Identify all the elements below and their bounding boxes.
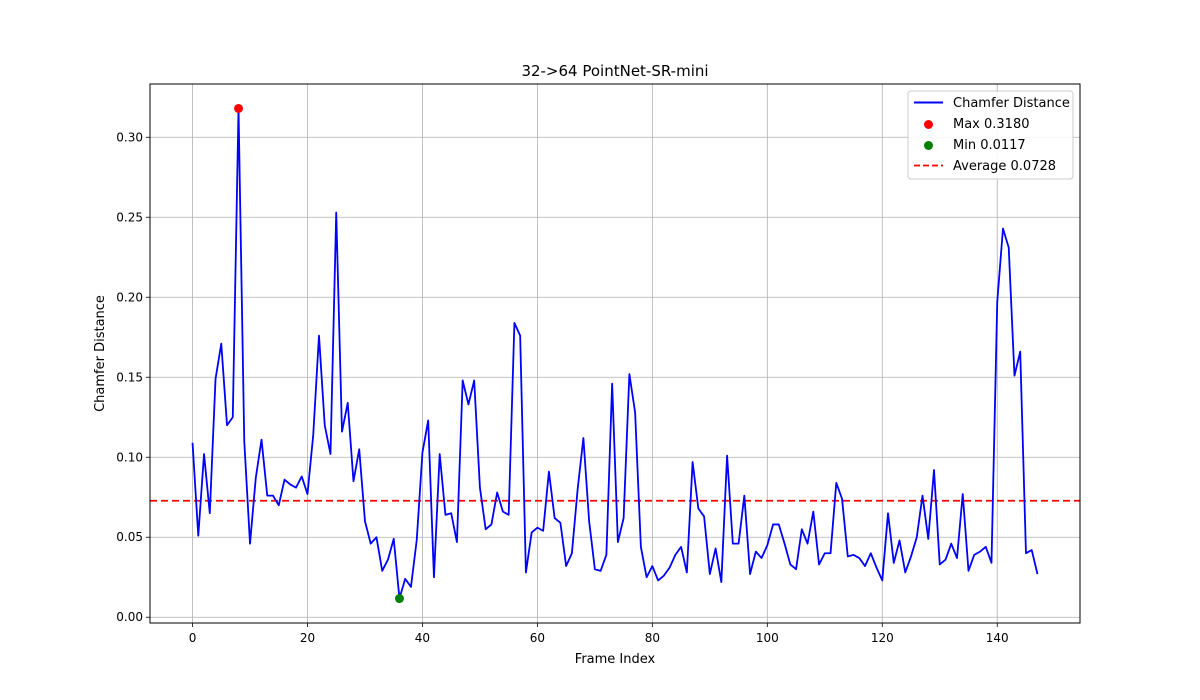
y-tick-label: 0.10 — [116, 450, 143, 464]
y-tick-label: 0.30 — [116, 130, 143, 144]
x-tick-label: 100 — [756, 631, 779, 645]
x-tick-label: 0 — [189, 631, 197, 645]
x-tick-label: 60 — [530, 631, 545, 645]
x-tick-label: 40 — [415, 631, 430, 645]
y-tick-label: 0.20 — [116, 290, 143, 304]
legend-label-series: Chamfer Distance — [953, 96, 1070, 111]
series-line-chamfer-distance — [191, 107, 1039, 600]
x-tick-label: 20 — [300, 631, 315, 645]
legend-label-min: Min 0.0117 — [953, 138, 1026, 153]
chart-title: 32->64 PointNet-SR-mini — [521, 62, 708, 80]
legend-box — [907, 90, 1074, 180]
y-axis-label: Chamfer Distance — [93, 295, 108, 412]
y-tick-label: 0.05 — [116, 530, 143, 544]
legend-label-max: Max 0.3180 — [953, 117, 1030, 132]
legend: Chamfer Distance Max 0.3180 Min 0.0117 A… — [907, 90, 1074, 180]
y-tick-label: 0.00 — [116, 610, 143, 624]
min-point-marker — [394, 594, 404, 604]
y-tick-label: 0.25 — [116, 210, 143, 224]
x-tick-label: 120 — [871, 631, 894, 645]
x-axis-ticks: 0 20 40 60 80 100 120 140 — [189, 623, 1009, 645]
y-tick-label: 0.15 — [116, 370, 143, 384]
y-axis-ticks: 0.00 0.05 0.10 0.15 0.20 0.25 0.30 — [116, 130, 150, 624]
max-point-marker — [234, 103, 244, 113]
legend-max-swatch — [924, 120, 933, 129]
x-axis-label: Frame Index — [575, 652, 656, 667]
series-layer — [191, 107, 1039, 600]
marker-layer — [234, 103, 404, 604]
x-tick-label: 80 — [645, 631, 660, 645]
x-tick-label: 140 — [986, 631, 1009, 645]
legend-min-swatch — [924, 141, 933, 150]
plot-frame — [149, 83, 1081, 624]
legend-label-average: Average 0.0728 — [953, 159, 1056, 174]
